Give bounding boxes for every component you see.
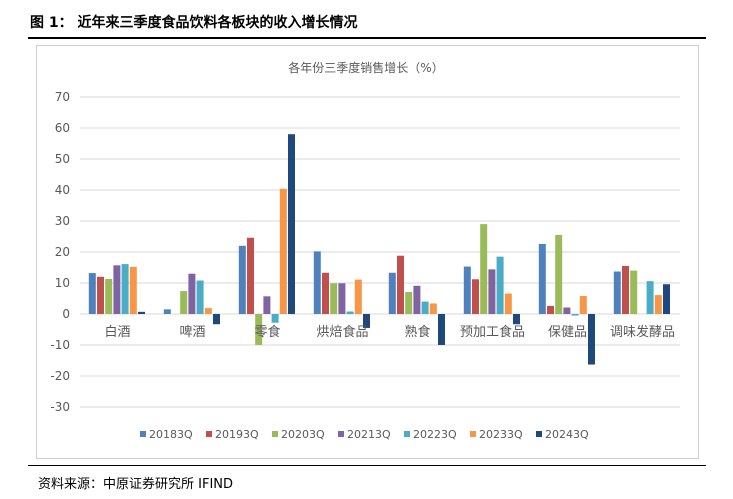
bar-20203Q [555,234,563,314]
figure-title: 图 1： 近年来三季度食品饮料各板块的收入增长情况 [30,15,358,31]
source-note: 资料来源：中原证券研究所 IFIND [38,477,234,492]
x-tick-label: 调味发酵品 [610,324,675,340]
bar-20233Q [279,188,287,314]
bar-20193Q [547,305,554,314]
bar-20183Q [388,272,396,314]
legend-label: 20203Q [281,428,325,441]
bar-20193Q [322,272,329,314]
bar-20203Q [330,283,338,314]
x-tick-label: 保健品 [548,325,587,340]
bar-20223Q [646,281,654,314]
bar-20203Q [180,291,188,314]
bar-20213Q [113,265,121,314]
bar-20233Q [504,293,512,314]
bar-20243Q [438,314,445,345]
bar-20233Q [354,279,362,314]
bar-20183Q [88,273,96,314]
bar-20203Q [630,270,638,314]
legend-swatch [206,431,212,437]
bar-20183Q [163,309,171,314]
y-tick-label: 40 [55,183,70,197]
bar-20223Q [571,314,579,316]
bar-20243Q [363,314,370,328]
bar-20223Q [196,280,204,314]
legend-label: 20233Q [479,428,523,441]
x-tick-label: 零食 [254,324,280,340]
y-tick-label: -10 [50,338,70,352]
legend-swatch [536,431,542,437]
y-tick-label: -20 [50,369,70,383]
bar-20213Q [188,273,196,314]
legend-swatch [272,431,278,437]
bar-20233Q [654,295,662,314]
y-tick-label: 20 [55,245,70,259]
bar-20223Q [121,264,129,314]
bar-20193Q [472,279,479,314]
y-tick-label: -30 [50,400,70,414]
bar-20203Q [105,278,113,314]
chart-frame [36,45,699,459]
legend-swatch [470,431,476,437]
bar-20223Q [496,256,504,314]
bar-20223Q [421,301,429,314]
bar-20213Q [338,283,346,314]
x-tick-label: 白酒 [104,324,130,340]
bar-20233Q [129,266,137,314]
bar-20233Q [204,308,212,314]
bar-20233Q [579,296,587,314]
legend-label: 20213Q [347,428,391,441]
bar-20183Q [463,266,471,314]
bar-20203Q [255,314,263,345]
y-tick-label: 30 [55,214,70,228]
y-tick-label: 50 [55,152,70,166]
y-tick-label: 70 [55,90,70,104]
legend-label: 20193Q [215,428,259,441]
x-tick-label: 预加工食品 [460,324,525,340]
bar-20213Q [263,296,271,314]
bar-20203Q [405,291,413,314]
bar-20183Q [238,245,246,314]
bar-20243Q [288,134,295,314]
legend-label: 20223Q [413,428,457,441]
bottom-rule [28,465,706,466]
bar-20193Q [397,255,404,314]
y-tick-label: 60 [55,121,70,135]
bar-20183Q [613,271,621,314]
bar-20243Q [588,314,595,365]
chart-title: 各年份三季度销售增长（%） [288,60,443,75]
y-tick-label: 0 [62,307,70,321]
y-tick-label: 10 [55,276,70,290]
legend-swatch [140,431,146,437]
bar-20223Q [346,311,354,314]
bar-20193Q [622,265,629,314]
bar-20193Q [247,237,254,314]
bar-20243Q [213,314,220,325]
top-rule [28,37,706,39]
bar-20213Q [563,307,571,314]
bar-20233Q [429,303,437,314]
bar-20213Q [488,269,496,314]
bar-20223Q [271,314,279,323]
x-tick-label: 熟食 [404,324,430,340]
legend-swatch [404,431,410,437]
x-tick-label: 烘焙食品 [316,324,368,340]
legend-label: 20243Q [545,428,589,441]
bar-20243Q [513,314,520,325]
bar-20243Q [663,284,670,314]
bar-20183Q [538,243,546,314]
bar-20203Q [480,224,488,314]
x-tick-label: 啤酒 [179,325,205,340]
bar-20243Q [138,311,145,314]
legend-swatch [338,431,344,437]
legend-label: 20183Q [149,428,193,441]
bar-20213Q [413,285,421,314]
bar-20183Q [313,251,321,314]
bar-20193Q [97,276,104,314]
